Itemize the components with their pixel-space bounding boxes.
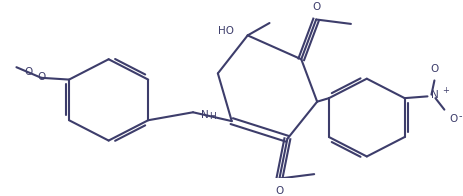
Text: O: O <box>311 2 319 12</box>
Text: +: + <box>441 86 448 95</box>
Text: HO: HO <box>217 26 233 36</box>
Text: -: - <box>457 111 461 121</box>
Text: H: H <box>208 112 215 121</box>
Text: N: N <box>431 90 438 100</box>
Text: O: O <box>275 186 283 196</box>
Text: O: O <box>24 67 32 77</box>
Text: N: N <box>200 110 208 120</box>
Text: O: O <box>429 64 438 74</box>
Text: O: O <box>448 114 457 124</box>
Text: O: O <box>37 72 45 82</box>
